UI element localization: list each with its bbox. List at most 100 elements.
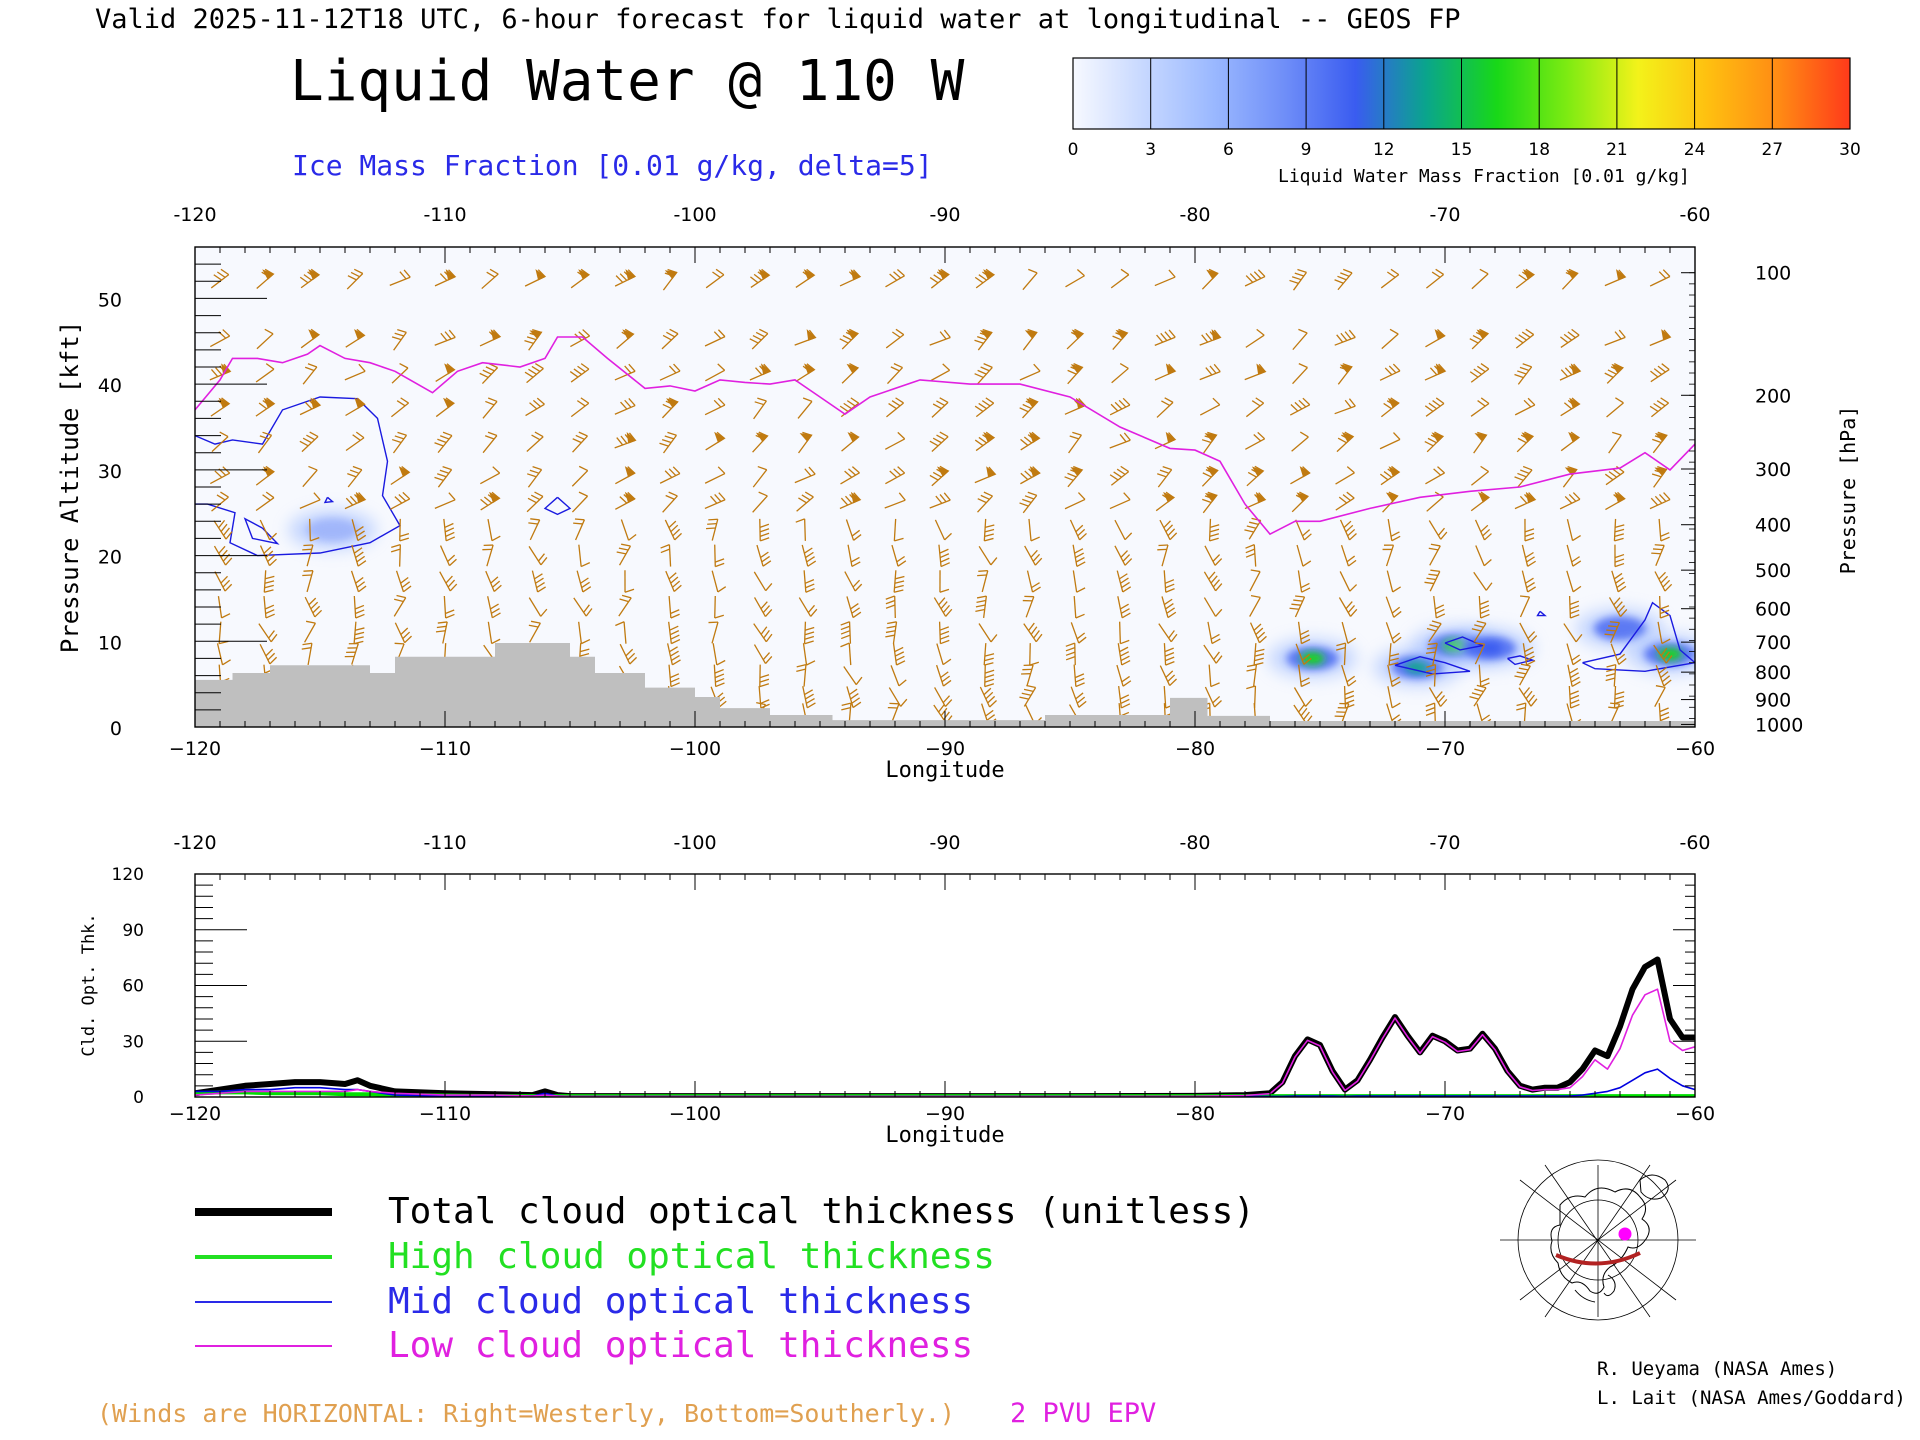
x-tick-label-top: -80 bbox=[1179, 204, 1210, 226]
wind-barb bbox=[1568, 685, 1580, 709]
wind-barb bbox=[885, 269, 905, 288]
wind-barb bbox=[1289, 397, 1311, 416]
wind-barb bbox=[531, 570, 546, 593]
wind-barb bbox=[1561, 268, 1579, 290]
x-tick-label-top: -70 bbox=[1429, 832, 1460, 854]
wind-barb bbox=[661, 397, 679, 419]
wind-barb bbox=[572, 431, 588, 453]
wind-barb bbox=[1023, 622, 1043, 643]
wind-barb bbox=[1024, 545, 1043, 566]
wind-barb bbox=[1604, 329, 1626, 346]
wind-barb bbox=[1478, 595, 1490, 619]
wind-barb bbox=[1521, 570, 1537, 593]
wind-barb bbox=[1654, 571, 1673, 592]
wind-barb bbox=[1651, 466, 1668, 488]
wind-barb bbox=[840, 621, 852, 644]
wind-barb bbox=[1566, 570, 1582, 593]
legend-label-high: High cloud optical thickness bbox=[388, 1236, 995, 1277]
ice-contour-line bbox=[323, 496, 335, 504]
contour-note: Ice Mass Fraction [0.01 g/kg, delta=5] bbox=[292, 149, 933, 182]
y-axis-label-bottom: Cld. Opt. Thk. bbox=[79, 913, 99, 1056]
wind-barb bbox=[620, 519, 637, 541]
wind-barb bbox=[1022, 268, 1038, 291]
wind-barb bbox=[1425, 642, 1438, 666]
wind-barb bbox=[1158, 623, 1178, 643]
wind-barb bbox=[1519, 595, 1531, 618]
wind-barb bbox=[346, 268, 364, 290]
wind-barb bbox=[752, 491, 768, 513]
colorbar-tick-label: 30 bbox=[1839, 140, 1861, 160]
wind-barb bbox=[1154, 363, 1177, 381]
wind-barb bbox=[1073, 664, 1085, 688]
wind-barb bbox=[1117, 596, 1131, 619]
optical-thickness-panel: −120 −110 −100 −90 −80 −70 −60 -120 -110 -100 -90 -… bbox=[79, 832, 1715, 1148]
wind-barb bbox=[1610, 643, 1627, 665]
wind-barb bbox=[256, 328, 274, 350]
wind-barb bbox=[931, 397, 949, 418]
wind-barb bbox=[351, 519, 367, 542]
wind-barb bbox=[841, 431, 860, 452]
y-tick-label-right: 500 bbox=[1755, 560, 1791, 582]
wind-barb bbox=[1426, 620, 1442, 643]
wind-barb bbox=[803, 570, 815, 593]
colorbar-tick-label: 21 bbox=[1606, 140, 1628, 160]
y-tick-label: 60 bbox=[122, 977, 144, 997]
wind-barb bbox=[1070, 622, 1087, 644]
wind-barb bbox=[1069, 519, 1087, 541]
map-location-marker bbox=[1618, 1227, 1632, 1241]
wind-barb bbox=[1566, 544, 1582, 567]
wind-barb bbox=[345, 397, 366, 417]
wind-barb bbox=[1471, 620, 1487, 643]
x-tick-label-top: -110 bbox=[423, 832, 466, 854]
wind-barb bbox=[1022, 595, 1035, 618]
wind-barb bbox=[614, 269, 637, 287]
wind-barb bbox=[711, 570, 727, 593]
wind-barb bbox=[1613, 518, 1625, 542]
x-tick-label-top: -60 bbox=[1679, 832, 1710, 854]
wind-barb bbox=[434, 492, 456, 509]
wind-barb bbox=[795, 518, 806, 541]
wind-barb bbox=[393, 594, 407, 617]
wind-barb bbox=[299, 492, 321, 509]
wind-barb bbox=[487, 596, 501, 619]
wind-barb bbox=[662, 491, 678, 513]
wind-barb bbox=[1208, 518, 1220, 542]
wind-barb bbox=[1604, 362, 1625, 384]
wind-barb bbox=[1021, 664, 1034, 687]
wind-barb bbox=[712, 643, 726, 666]
wind-barb bbox=[1338, 597, 1358, 617]
wind-barb bbox=[1424, 569, 1441, 592]
ice-contour-line bbox=[1536, 610, 1547, 617]
wind-barb bbox=[802, 643, 816, 666]
wind-barb bbox=[390, 465, 411, 486]
wind-barb bbox=[616, 543, 632, 566]
wind-barb bbox=[1065, 642, 1076, 666]
wind-barb bbox=[1334, 702, 1350, 725]
colorbar: 0 3 6 9 12 15 18 21 24 27 30 bbox=[1068, 57, 1861, 160]
wind-barb bbox=[1605, 491, 1626, 511]
wind-barb bbox=[1019, 491, 1038, 514]
wind-barb bbox=[299, 397, 322, 416]
wind-barb bbox=[1202, 491, 1218, 514]
wind-barb bbox=[1020, 466, 1041, 485]
wind-barb bbox=[1111, 363, 1129, 384]
x-tick-label-bottom: −100 bbox=[669, 1103, 721, 1125]
wind-barb bbox=[1386, 570, 1402, 593]
wind-barb bbox=[1562, 465, 1578, 488]
wind-barb bbox=[704, 329, 726, 347]
wind-barb bbox=[1297, 664, 1311, 688]
wind-barb bbox=[839, 269, 862, 287]
wind-barb bbox=[1653, 644, 1673, 664]
liquid-water-cell bbox=[1446, 628, 1534, 669]
wind-barb bbox=[1201, 431, 1218, 454]
wind-barb bbox=[1335, 466, 1355, 485]
legend-label-low: Low cloud optical thickness bbox=[388, 1325, 973, 1366]
page-title: Liquid Water @ 110 W bbox=[290, 49, 965, 114]
x-tick-label-top: -100 bbox=[673, 832, 716, 854]
wind-barb bbox=[979, 686, 997, 708]
wind-barb bbox=[213, 519, 233, 540]
wind-barb bbox=[1424, 431, 1445, 453]
y-tick-label-left: 40 bbox=[98, 375, 122, 397]
wind-barb bbox=[1110, 268, 1130, 289]
wind-barb bbox=[1019, 684, 1037, 707]
